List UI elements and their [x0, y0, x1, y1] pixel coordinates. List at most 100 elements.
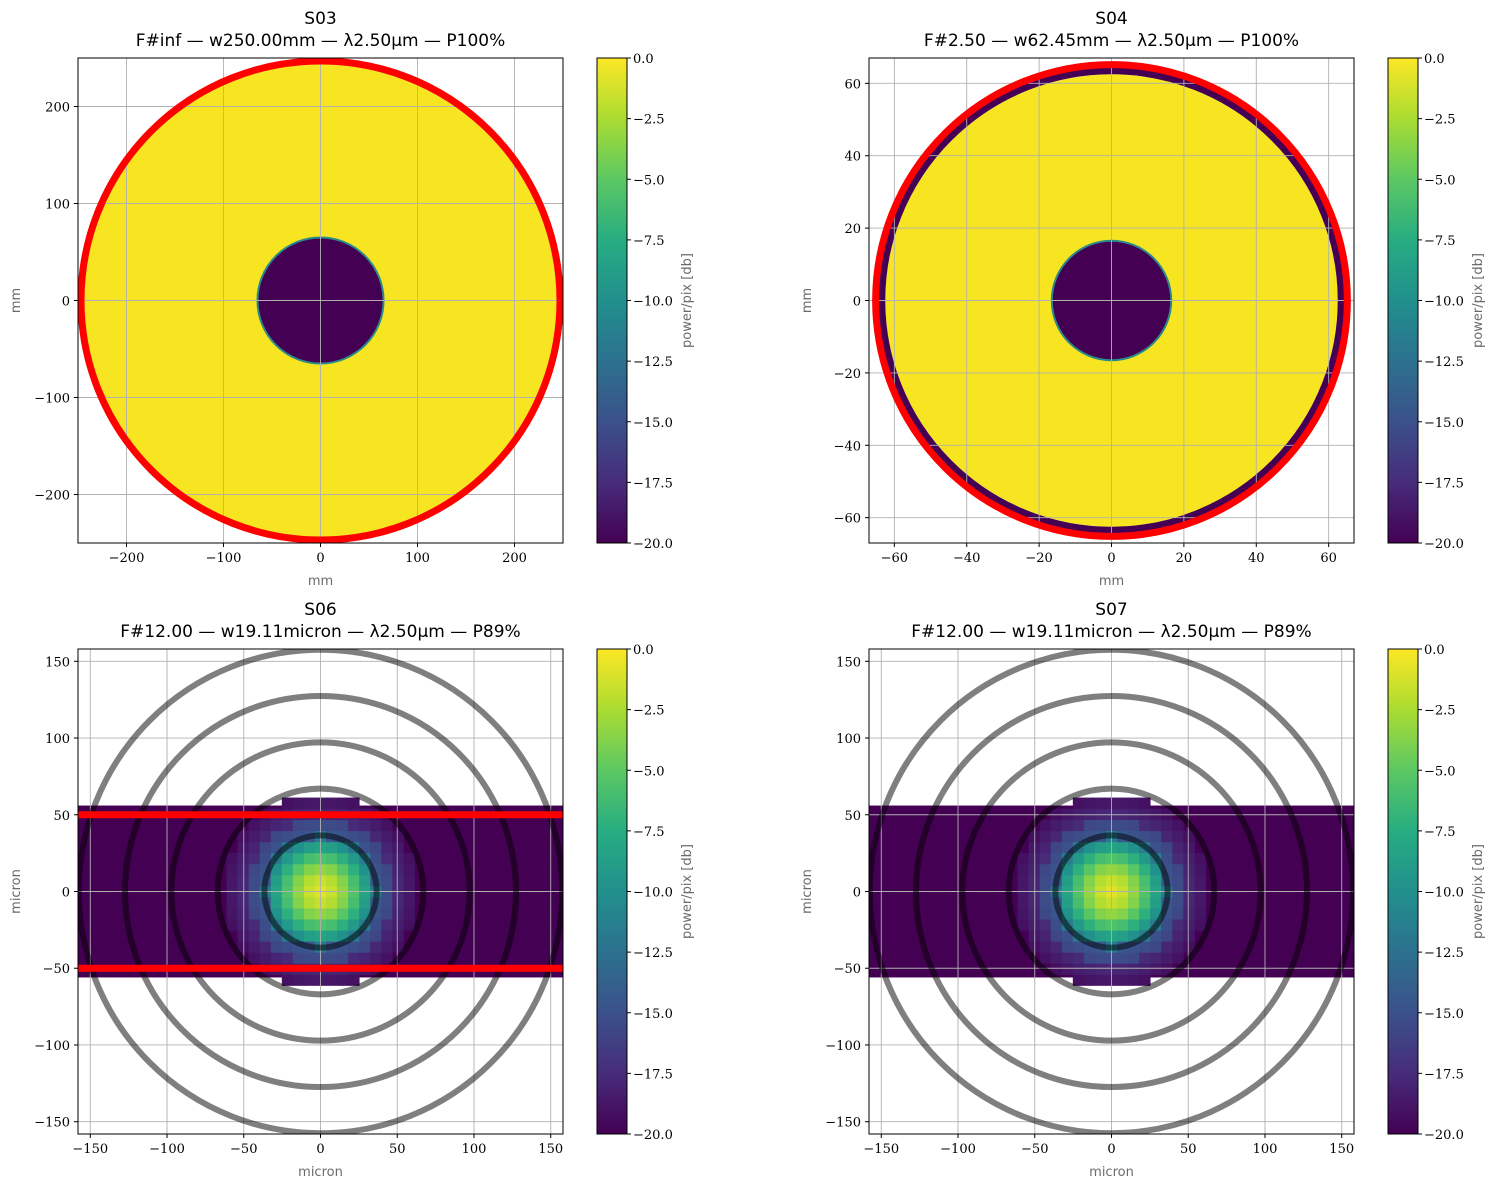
psf-pixel [1172, 908, 1184, 920]
psf-pixel [1117, 897, 1129, 909]
psf-pixel [1083, 819, 1096, 832]
airy-ring [869, 649, 1354, 1134]
psf-pixel [337, 908, 349, 920]
psf-pixel [1061, 930, 1074, 942]
colorbar-tick-label: −5.0 [1424, 173, 1456, 188]
psf-pixel [381, 919, 393, 931]
psf-pixel [348, 919, 360, 931]
psf-pixel [1039, 952, 1052, 964]
psf-pixel [1039, 874, 1052, 887]
psf-pixel [1139, 819, 1151, 832]
psf-pixel [337, 797, 349, 810]
psf-pixel [1128, 797, 1140, 810]
psf-pixel [1050, 963, 1063, 975]
psf-pixel [348, 897, 360, 909]
panel-title: S06 [304, 600, 336, 620]
x-tick-label: 100 [462, 1142, 487, 1157]
airy-ring [1005, 785, 1218, 998]
psf-pixel [1172, 819, 1184, 832]
psf-pixel [303, 919, 316, 931]
colorbar-tick-label: −2.5 [633, 113, 665, 128]
colorbar-tick-label: −12.5 [633, 355, 673, 370]
x-tick-label: 0 [316, 551, 324, 566]
colorbar-tick-label: −20.0 [633, 1128, 673, 1143]
airy-ring [959, 739, 1264, 1044]
psf-pixel [1150, 963, 1162, 975]
psf-pixel [248, 863, 261, 876]
psf-pixel [1183, 930, 1195, 942]
psf-pixel [303, 974, 316, 986]
psf-pixel [1072, 908, 1085, 920]
psf-pixel [1072, 852, 1085, 865]
psf-pixel [348, 952, 360, 964]
psf-pixel [1094, 919, 1107, 931]
colorbar-tick-label: −2.5 [633, 704, 665, 719]
psf-pixel [270, 941, 283, 953]
colorbar-tick-label: −7.5 [633, 234, 665, 249]
psf-pixel [1094, 897, 1107, 909]
psf-pixel [326, 952, 338, 964]
colorbar-tick-label: −17.5 [633, 476, 673, 491]
psf-pixel [270, 874, 283, 887]
psf-pixel [326, 919, 338, 931]
colorbar [596, 648, 628, 1135]
y-axis-label: micron [9, 869, 24, 914]
colorbar-tick-label: 0.0 [1424, 52, 1445, 67]
y-tick-label: −20 [834, 367, 861, 382]
psf-pixel [359, 908, 371, 920]
psf-pixel [392, 919, 404, 931]
psf-pixel [1094, 797, 1107, 810]
psf-pixel [1083, 874, 1096, 887]
psf-pixel [1050, 841, 1063, 854]
panel-title: S04 [1095, 9, 1127, 29]
psf-pixel [337, 930, 349, 942]
psf-pixel [1139, 941, 1151, 953]
psf-pixel [337, 852, 349, 865]
psf-pixel [1039, 908, 1052, 920]
psf-pixel [348, 908, 360, 920]
colorbar-tick-label: −15.0 [633, 1007, 673, 1022]
plot-area [78, 649, 563, 1134]
psf-pixel [292, 874, 305, 887]
airy-ring [214, 785, 427, 998]
psf-pixel [1194, 863, 1206, 876]
psf-pixel [359, 830, 371, 843]
psf-pixel [1072, 819, 1085, 832]
psf-pixel [1072, 974, 1085, 986]
psf-pixel [1117, 852, 1129, 865]
plot-area [78, 58, 563, 543]
psf-pixel [1117, 819, 1129, 832]
colorbar-tick-label: −12.5 [633, 946, 673, 961]
psf-pixel [1139, 974, 1151, 986]
psf-pixel [1072, 941, 1085, 953]
psf-pixel [292, 797, 305, 810]
colorbar-tick-label: −10.0 [633, 295, 673, 310]
x-tick-label: −150 [863, 1142, 899, 1157]
psf-pixel [1017, 908, 1030, 920]
psf-pixel [1161, 963, 1173, 975]
psf-pixel [292, 952, 305, 964]
psf-pixel [1094, 930, 1107, 942]
psf-pixel [348, 819, 360, 832]
psf-pixel [1061, 819, 1074, 832]
psf-pixel [1117, 930, 1129, 942]
psf-pixel [1139, 874, 1151, 887]
psf-pixel [1161, 930, 1173, 942]
psf-pixel [281, 908, 294, 920]
psf-pixel [337, 819, 349, 832]
psf-pixel [392, 830, 404, 843]
psf-pixel [292, 930, 305, 942]
psf-pixel [348, 863, 360, 876]
psf-pixel [292, 841, 305, 854]
panel-title: S03 [304, 9, 336, 29]
colorbar-tick-label: −7.5 [1424, 825, 1456, 840]
colorbar-tick-label: −2.5 [1424, 113, 1456, 128]
psf-pixel [1094, 908, 1107, 920]
psf-pixel [359, 952, 371, 964]
x-axis-label: mm [308, 574, 333, 589]
y-tick-label: 150 [45, 655, 70, 670]
psf-pixel [1050, 941, 1063, 953]
psf-pixel [292, 819, 305, 832]
colorbar [1387, 57, 1419, 544]
